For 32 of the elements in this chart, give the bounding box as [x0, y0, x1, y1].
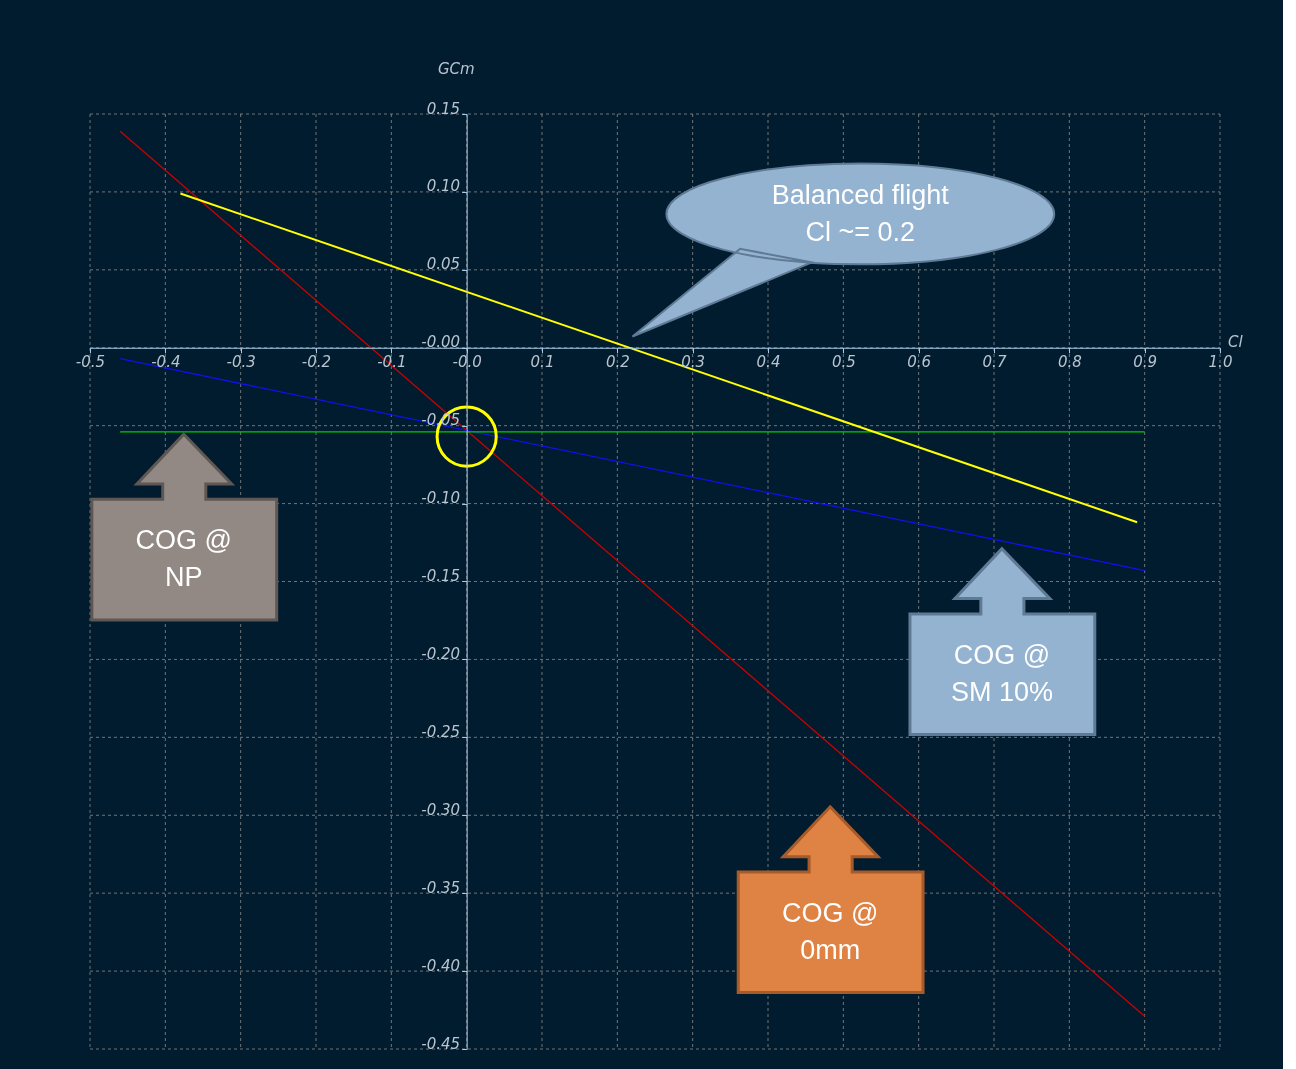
annotation: COG @ 0mm	[781, 898, 879, 966]
y-tick-label: -0.10	[421, 489, 461, 508]
x-tick-label: 0.8	[1057, 353, 1082, 372]
y-tick-label: -0.20	[421, 644, 461, 663]
y-tick-label: -0.15	[421, 567, 461, 585]
y-tick-label: 0.05	[426, 255, 461, 274]
x-tick-label: -0.4	[151, 353, 181, 372]
y-axis-title: GCm	[437, 60, 475, 78]
x-tick-label: 0.2	[605, 353, 630, 372]
x-tick-label: -0.2	[301, 353, 332, 372]
x-tick-label: 1.0	[1208, 353, 1233, 372]
x-tick-label: 0.4	[756, 353, 781, 372]
annotation: COG @ SM 10%	[950, 640, 1053, 708]
x-tick-label: -0.3	[226, 353, 256, 372]
y-tick-label: 0.10	[426, 177, 461, 196]
x-tick-label: 0.9	[1133, 353, 1158, 372]
x-tick-label: 0.3	[681, 353, 706, 372]
y-tick-label: -0.35	[421, 878, 461, 897]
y-tick-label: -0.30	[421, 800, 461, 819]
x-tick-label: 0.5	[831, 353, 856, 372]
y-tick-label: 0.15	[426, 99, 461, 118]
annotation: Balanced flight Cl ~= 0.2	[771, 179, 950, 247]
annotation: COG @ NP	[135, 525, 232, 593]
y-tick-label: -0.45	[421, 1034, 461, 1053]
x-tick-label: 0.6	[907, 353, 932, 372]
y-tick-label: -0.00	[421, 333, 461, 352]
x-tick-label: 0.1	[530, 353, 555, 372]
y-tick-label: -0.25	[421, 722, 461, 741]
x-axis-title: Cl	[1228, 332, 1244, 351]
x-tick-label: -0.5	[75, 353, 106, 372]
y-tick-label: -0.40	[421, 956, 461, 975]
x-tick-label: 0.7	[982, 353, 1007, 372]
